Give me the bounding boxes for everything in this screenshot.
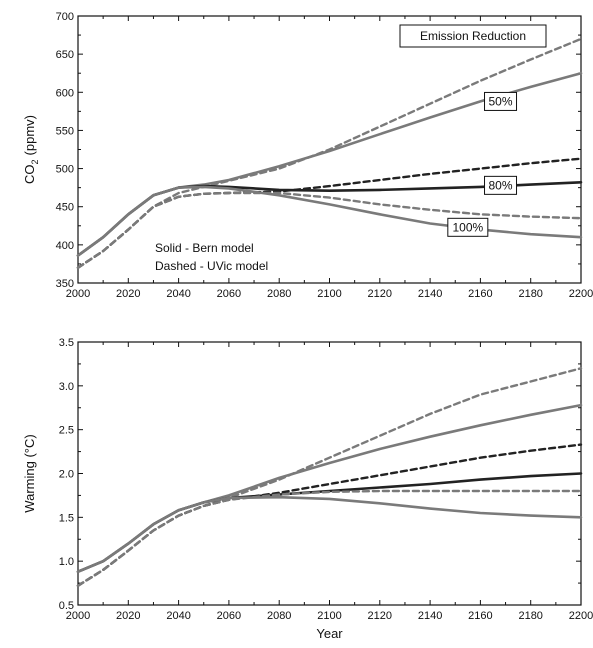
warming-ticks: 2000 2020 2040 2060 2080 2100 2120 2140 2160 2180… xyxy=(59,337,593,622)
warming-y-tick-label: 3.0 xyxy=(59,381,74,393)
warming-x-tick-label: 2060 xyxy=(217,610,241,622)
co2-line-label-box xyxy=(447,217,489,237)
co2-y-tick-label: 700 xyxy=(56,11,74,23)
co2-y-tick-label: 450 xyxy=(56,202,74,214)
co2-series-line-3 xyxy=(76,157,583,269)
co2-line-label-box xyxy=(484,91,518,111)
warming-x-tick-label: 2120 xyxy=(368,610,392,622)
warming-y-tick-label: 2.0 xyxy=(59,469,74,481)
co2-line-label: 100% xyxy=(452,220,483,234)
co2-x-tick-label: 2140 xyxy=(418,288,442,300)
warming-x-tick-label: 2160 xyxy=(468,610,492,622)
warming-y-tick-label: 1.0 xyxy=(59,556,74,568)
co2-series xyxy=(76,37,583,269)
co2-x-tick-label: 2120 xyxy=(368,288,392,300)
co2-x-tick-label: 2000 xyxy=(66,288,90,300)
co2-ticks: 2000 2020 2040 2060 2080 2100 2120 2140 2160 2180… xyxy=(56,11,593,300)
warming-series-line-5 xyxy=(76,489,583,587)
co2-series-line-5 xyxy=(76,191,583,269)
co2-chart: 2000 2020 2040 2060 2080 2100 2120 2140 2160 2180… xyxy=(22,11,593,300)
co2-line-label-box xyxy=(484,175,518,195)
warming-x-tick-label: 2000 xyxy=(66,610,90,622)
emission-reduction-label: Emission Reduction xyxy=(420,29,526,43)
co2-y-axis-label-main: CO xyxy=(22,164,37,184)
co2-x-tick-label: 2180 xyxy=(518,288,542,300)
warming-chart: 2000 2020 2040 2060 2080 2100 2120 2140 2160 2180… xyxy=(22,337,593,641)
warming-y-tick-label: 0.5 xyxy=(59,600,74,612)
warming-x-tick-label: 2080 xyxy=(267,610,291,622)
warming-x-tick-label: 2040 xyxy=(166,610,190,622)
solid-bern-annotation: Solid - Bern model xyxy=(155,241,254,255)
warming-series-line-4 xyxy=(76,495,583,573)
warming-x-tick-label: 2200 xyxy=(569,610,593,622)
co2-line-labels: 50% 80% 100% xyxy=(447,91,518,237)
warming-x-tick-label: 2140 xyxy=(418,610,442,622)
co2-y-tick-label: 400 xyxy=(56,240,74,252)
year-x-axis-label: Year xyxy=(316,626,343,641)
warming-series xyxy=(76,367,583,587)
warming-x-tick-label: 2100 xyxy=(317,610,341,622)
co2-x-tick-label: 2080 xyxy=(267,288,291,300)
co2-line-label: 80% xyxy=(489,178,513,192)
warming-y-tick-label: 3.5 xyxy=(59,337,74,349)
co2-y-tick-label: 550 xyxy=(56,125,74,137)
co2-x-tick-label: 2020 xyxy=(116,288,140,300)
co2-y-tick-label: 500 xyxy=(56,164,74,176)
warming-x-tick-label: 2020 xyxy=(116,610,140,622)
co2-y-tick-label: 350 xyxy=(56,278,74,290)
warming-plot-frame xyxy=(77,341,582,606)
warming-y-axis-label: Warming (°C) xyxy=(22,434,37,512)
warming-y-tick-label: 2.5 xyxy=(59,425,74,437)
co2-x-tick-label: 2040 xyxy=(166,288,190,300)
warming-y-tick-label: 1.5 xyxy=(59,512,74,524)
co2-y-axis-label-subscript: 2 xyxy=(30,159,40,164)
co2-series-line-1 xyxy=(76,37,583,269)
emission-reduction-box xyxy=(399,24,547,48)
co2-y-axis-label: CO2 (ppmv) xyxy=(22,115,40,184)
warming-series-line-2 xyxy=(76,472,583,573)
co2-y-tick-label: 650 xyxy=(56,49,74,61)
dashed-uvic-annotation: Dashed - UVic model xyxy=(155,259,268,273)
co2-line-label: 50% xyxy=(489,94,513,108)
co2-x-tick-label: 2100 xyxy=(317,288,341,300)
co2-y-axis-label-unit: (ppmv) xyxy=(22,115,37,155)
co2-x-tick-label: 2200 xyxy=(569,288,593,300)
co2-x-tick-label: 2160 xyxy=(468,288,492,300)
warming-series-line-0 xyxy=(76,403,583,573)
co2-y-tick-label: 600 xyxy=(56,87,74,99)
warming-x-tick-label: 2180 xyxy=(518,610,542,622)
co2-x-tick-label: 2060 xyxy=(217,288,241,300)
